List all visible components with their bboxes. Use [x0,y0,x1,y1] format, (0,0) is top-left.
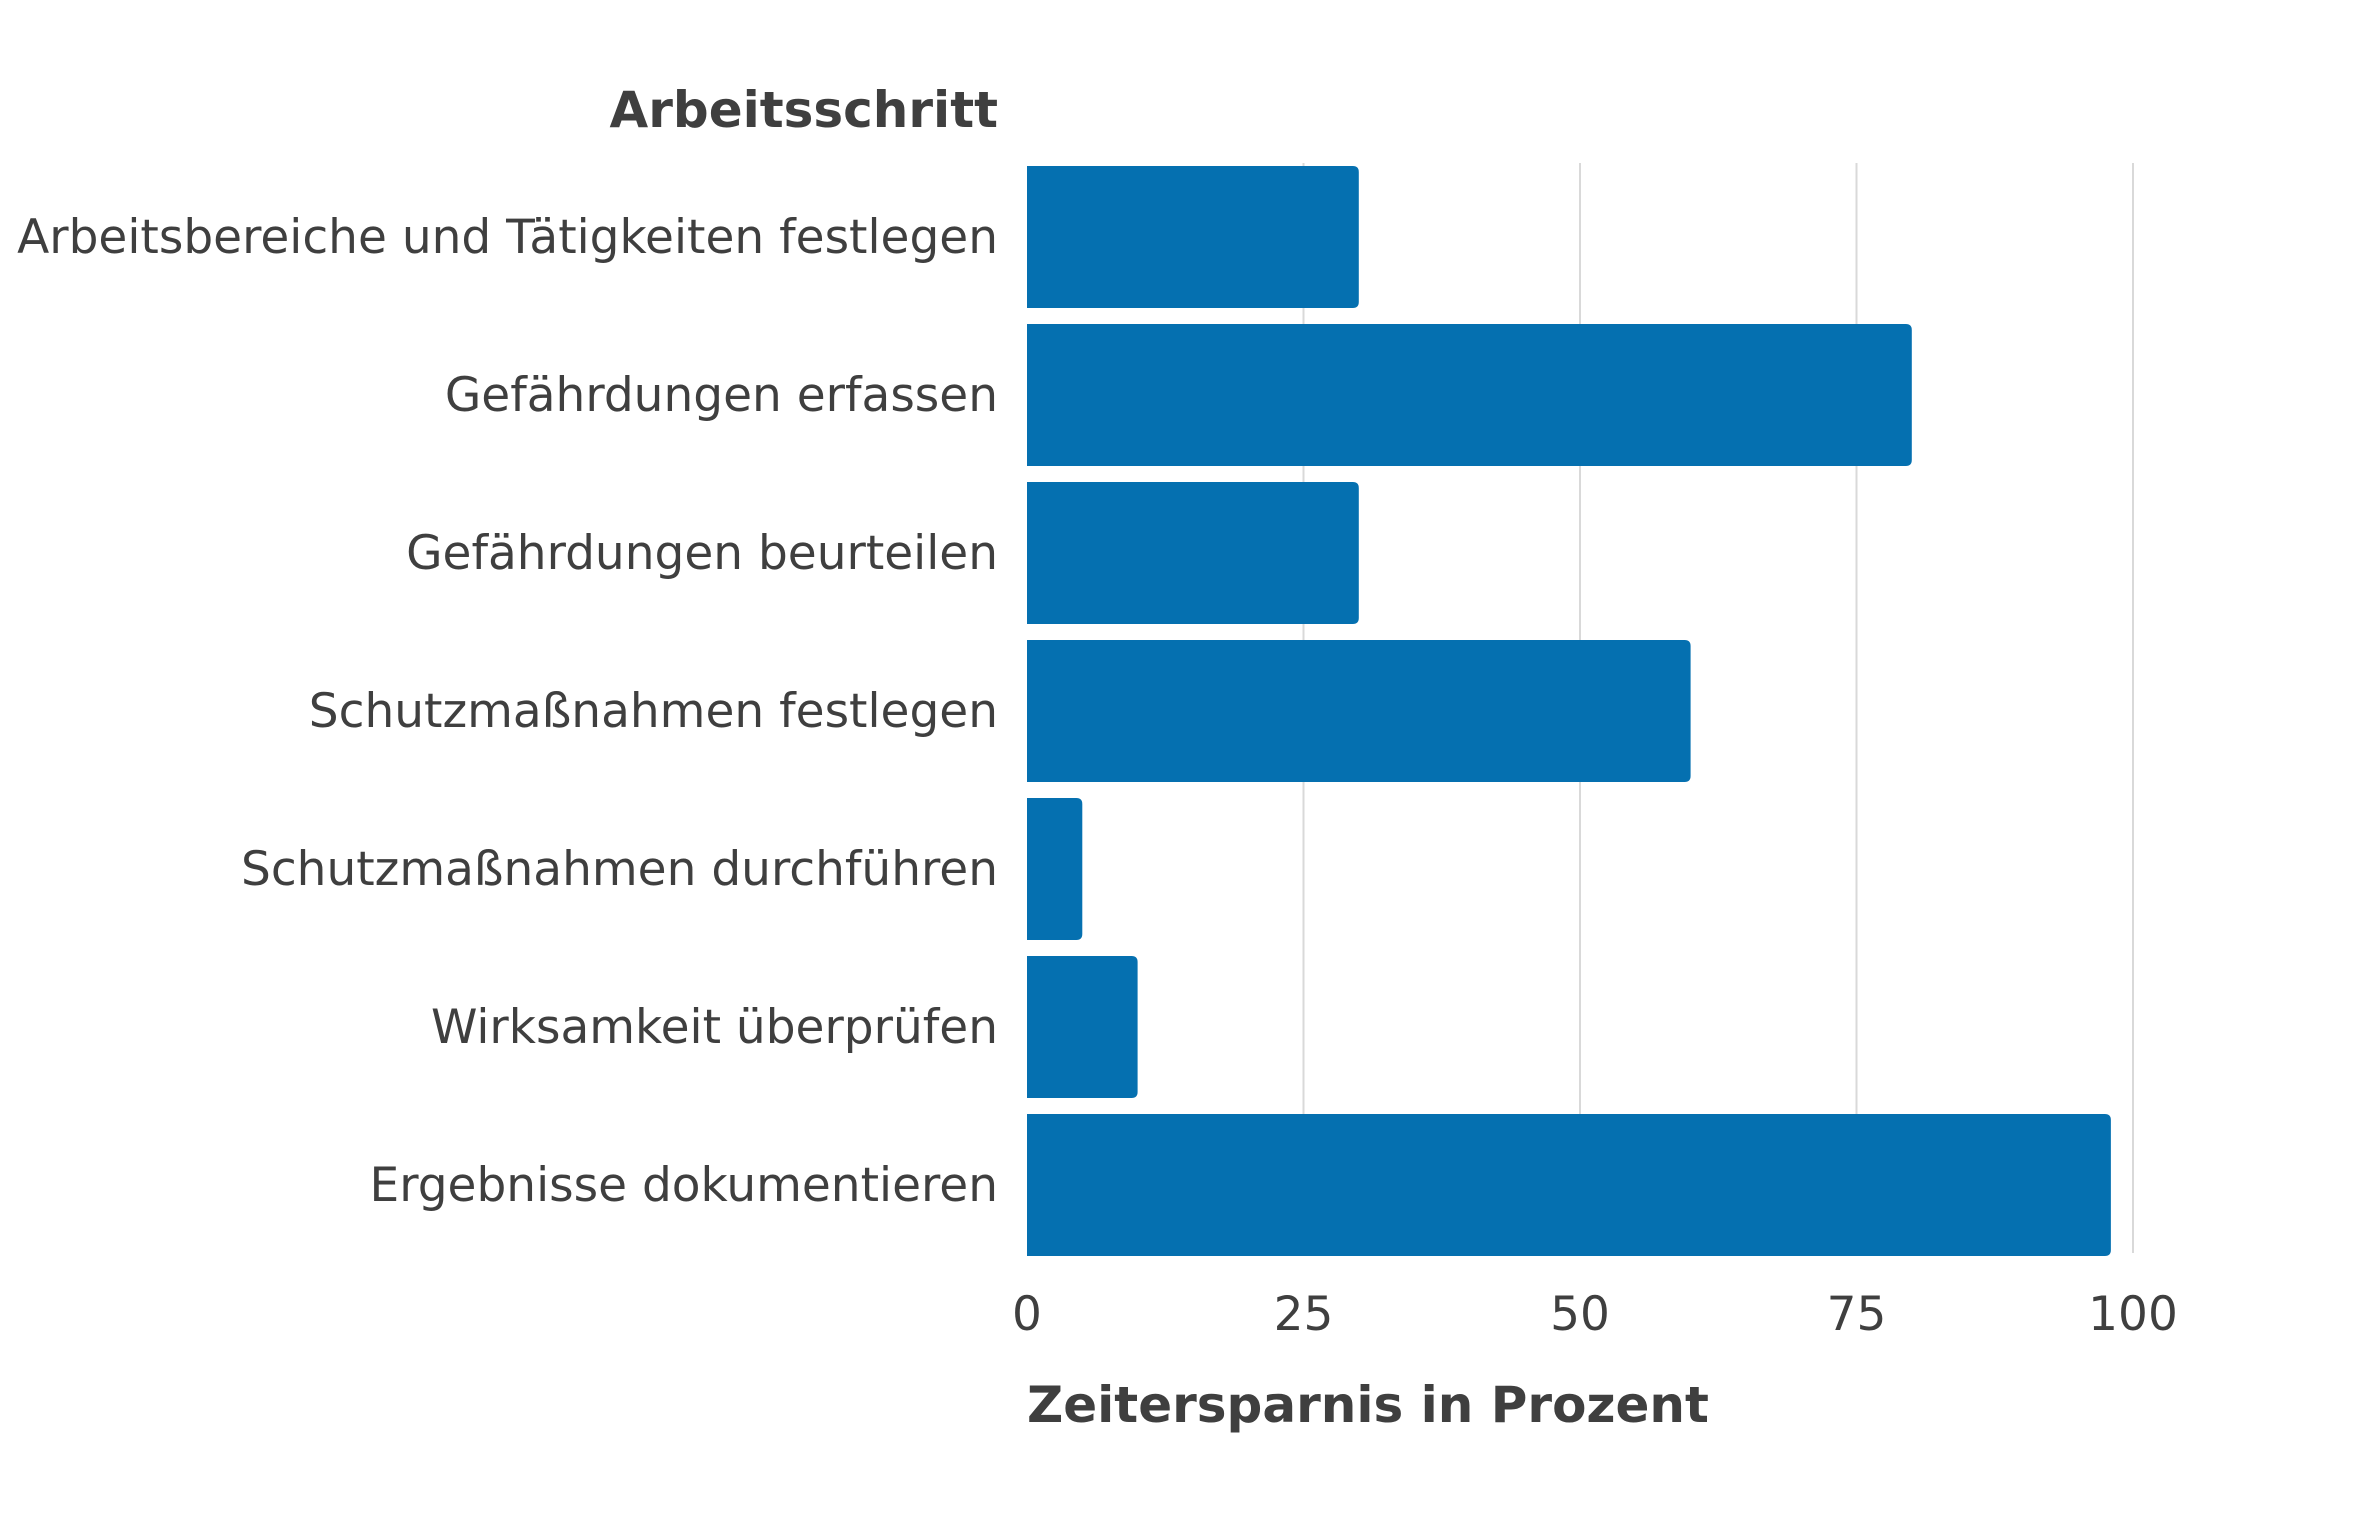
category-label-7: Ergebnisse dokumentieren [370,1158,999,1213]
bar-5 [1027,798,1083,940]
y-axis-title: Arbeitsschritt [610,81,998,139]
category-labels: Arbeitsbereiche und Tätigkeiten festlege… [17,210,998,1213]
x-tick-labels: 0 25 50 75 100 [1012,1287,2178,1342]
x-tick-label-100: 100 [2088,1287,2178,1342]
bar-1 [1027,166,1359,308]
x-tick-label-50: 50 [1550,1287,1610,1342]
x-tick-label-25: 25 [1274,1287,1334,1342]
category-label-1: Arbeitsbereiche und Tätigkeiten festlege… [17,210,998,265]
x-tick-label-75: 75 [1827,1287,1887,1342]
category-label-6: Wirksamkeit überprüfen [431,1000,998,1055]
bar-7 [1027,1114,2111,1256]
category-label-4: Schutzmaßnahmen festlegen [309,684,998,739]
category-label-3: Gefährdungen beurteilen [406,526,998,581]
bar-2 [1027,324,1912,466]
bar-6 [1027,956,1138,1098]
x-axis-title: Zeitersparnis in Prozent [1027,1376,1709,1434]
category-label-5: Schutzmaßnahmen durchführen [241,842,998,897]
category-label-2: Gefährdungen erfassen [445,368,998,423]
bars [1027,166,2111,1256]
bar-3 [1027,482,1359,624]
x-tick-label-0: 0 [1012,1287,1042,1342]
bar-4 [1027,640,1691,782]
